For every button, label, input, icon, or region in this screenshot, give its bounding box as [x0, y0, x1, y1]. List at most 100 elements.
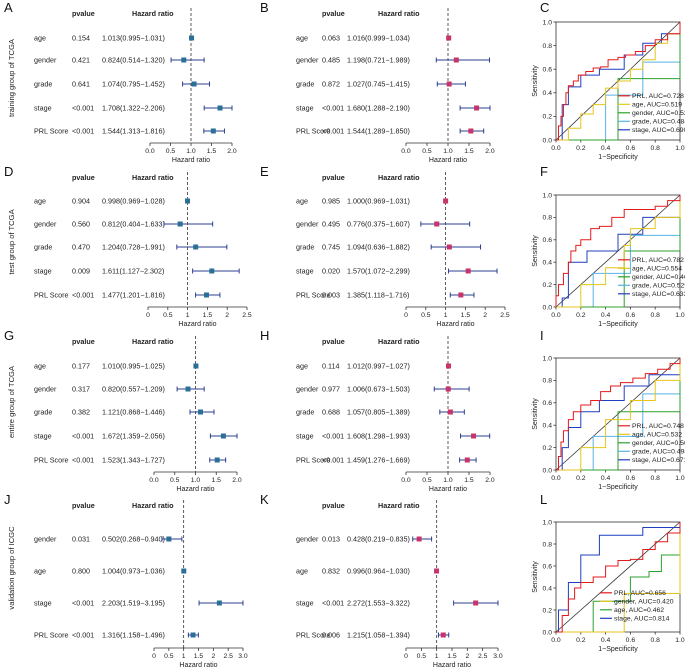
hr-point	[185, 386, 191, 392]
x-tick-label: 2.5	[223, 653, 233, 660]
x-tick-label: 1.5	[207, 148, 217, 155]
variable-label: age	[34, 197, 46, 206]
variable-label: grade	[34, 80, 52, 89]
p-value: 0.641	[72, 80, 90, 89]
p-value: <0.001	[72, 104, 94, 113]
x-tick-label: 0.0	[551, 145, 561, 152]
x-tick-label: 1.5	[194, 653, 204, 660]
variable-label: stage	[34, 104, 52, 113]
hr-text: 1.004(0.973−1.036)	[102, 567, 165, 576]
x-tick-label: 2.5	[500, 312, 510, 319]
hr-point	[220, 433, 226, 439]
legend-entry: grade, AUC=0.484	[632, 119, 685, 126]
p-value: <0.001	[322, 127, 344, 136]
p-value: 0.020	[322, 267, 340, 276]
x-tick-label: 0.2	[576, 312, 586, 319]
y-tick-label: 0.4	[543, 260, 553, 267]
variable-label: PRL Score	[34, 127, 69, 136]
roc-curve	[556, 358, 681, 471]
legend-entry: PRL, AUC=0.728	[632, 93, 684, 100]
p-value: 0.872	[322, 80, 340, 89]
panel-letter-H: H	[260, 328, 269, 343]
panel-letter-F: F	[540, 164, 548, 179]
hr-text: 1.027(0.745−1.415)	[347, 80, 410, 89]
y-tick-label: 0.2	[543, 114, 553, 121]
pvalue-header: pvalue	[322, 9, 345, 18]
y-tick-label: 1.0	[543, 355, 553, 362]
x-tick-label: 0.5	[164, 653, 174, 660]
hr-point	[177, 221, 183, 227]
y-tick-label: 0.6	[543, 67, 553, 74]
p-value: 0.800	[72, 567, 90, 576]
hr-point	[181, 57, 187, 63]
legend-entry: age, AUC=0.462	[614, 607, 664, 614]
x-tick-label: 0.2	[576, 637, 586, 644]
hr-point	[464, 457, 470, 463]
x-axis-title: Hazard ratio	[429, 486, 467, 493]
panel-H: pvalue Hazard ratio age 0.114 1.012(0.997−1.…	[296, 336, 495, 493]
x-tick-label: 1	[435, 653, 439, 660]
p-value: 0.688	[322, 408, 340, 417]
roc-curve	[556, 522, 681, 633]
hr-point	[181, 568, 187, 574]
roc-curve	[556, 522, 681, 633]
hr-point	[465, 268, 471, 274]
hr-point	[445, 386, 451, 392]
hr-text: 0.996(0.964−1.030)	[347, 567, 410, 576]
panel-letter-J: J	[4, 492, 11, 507]
hr-point	[471, 433, 477, 439]
hr-text: 1.016(0.999−1.034)	[347, 34, 410, 43]
p-value: 0.006	[322, 631, 340, 640]
variable-label: age	[296, 197, 308, 206]
variable-label: stage	[34, 432, 52, 441]
x-tick-label: 2	[225, 312, 229, 319]
x-tick-label: 0.5	[422, 477, 432, 484]
x-tick-label: 0	[404, 312, 408, 319]
p-value: 0.470	[72, 243, 90, 252]
panel-G: pvalue Hazard ratio age 0.177 1.010(0.995−1.…	[34, 336, 242, 493]
hr-text: 1.198(0.721−1.989)	[347, 56, 410, 65]
x-tick-label: 0.4	[601, 637, 611, 644]
legend-entry: stage, AUC=0.633	[632, 291, 685, 298]
variable-label: gender	[34, 56, 57, 65]
pvalue-header: pvalue	[72, 337, 95, 346]
hr-point	[193, 363, 199, 369]
p-value: 0.031	[72, 535, 90, 544]
x-axis-title: 1−Specificity	[598, 484, 638, 491]
x-tick-label: 1.5	[461, 312, 471, 319]
variable-label: grade	[296, 408, 314, 417]
y-tick-label: 1.0	[543, 19, 553, 26]
hr-point	[198, 409, 204, 415]
y-tick-label: 0.0	[543, 304, 553, 311]
p-value: 0.154	[72, 34, 90, 43]
legend-entry: PRL, AUC=0.656	[614, 590, 666, 597]
hazard-ratio-header: Hazard ratio	[378, 501, 420, 510]
hr-text: 1.608(1.298−1.993)	[347, 432, 410, 441]
x-tick-label: 0.5	[422, 148, 432, 155]
hr-point	[474, 105, 480, 111]
hr-text: 0.428(0.219−0.835)	[347, 535, 410, 544]
x-tick-label: 0.6	[626, 312, 636, 319]
hazard-ratio-header: Hazard ratio	[132, 173, 174, 182]
x-tick-label: 0.0	[401, 148, 411, 155]
x-tick-label: 1.5	[212, 477, 222, 484]
x-tick-label: 1.5	[203, 312, 213, 319]
x-tick-label: 1	[186, 312, 190, 319]
hazard-ratio-header: Hazard ratio	[132, 501, 174, 510]
roc-curve	[556, 22, 681, 141]
hr-text: 1.074(0.795−1.452)	[102, 80, 165, 89]
pvalue-header: pvalue	[322, 337, 345, 346]
x-tick-label: 2.0	[485, 148, 495, 155]
panel-L: 0.00.0 0.2 0.2 0.4 0.4 0.6 0.6 0.8 0.8 1.0 1.0 1−Sp…	[532, 519, 685, 653]
roc-curve	[556, 22, 681, 141]
y-tick-label: 0.6	[543, 237, 553, 244]
x-tick-label: 2.0	[227, 148, 237, 155]
x-tick-label: 0	[146, 312, 150, 319]
hr-text: 1.215(1.058−1.394)	[347, 631, 410, 640]
pvalue-header: pvalue	[322, 501, 345, 510]
y-tick-label: 0.4	[543, 90, 553, 97]
y-tick-label: 1.0	[543, 192, 553, 199]
hazard-ratio-header: Hazard ratio	[378, 173, 420, 182]
x-tick-label: 2	[483, 312, 487, 319]
variable-label: age	[296, 34, 308, 43]
